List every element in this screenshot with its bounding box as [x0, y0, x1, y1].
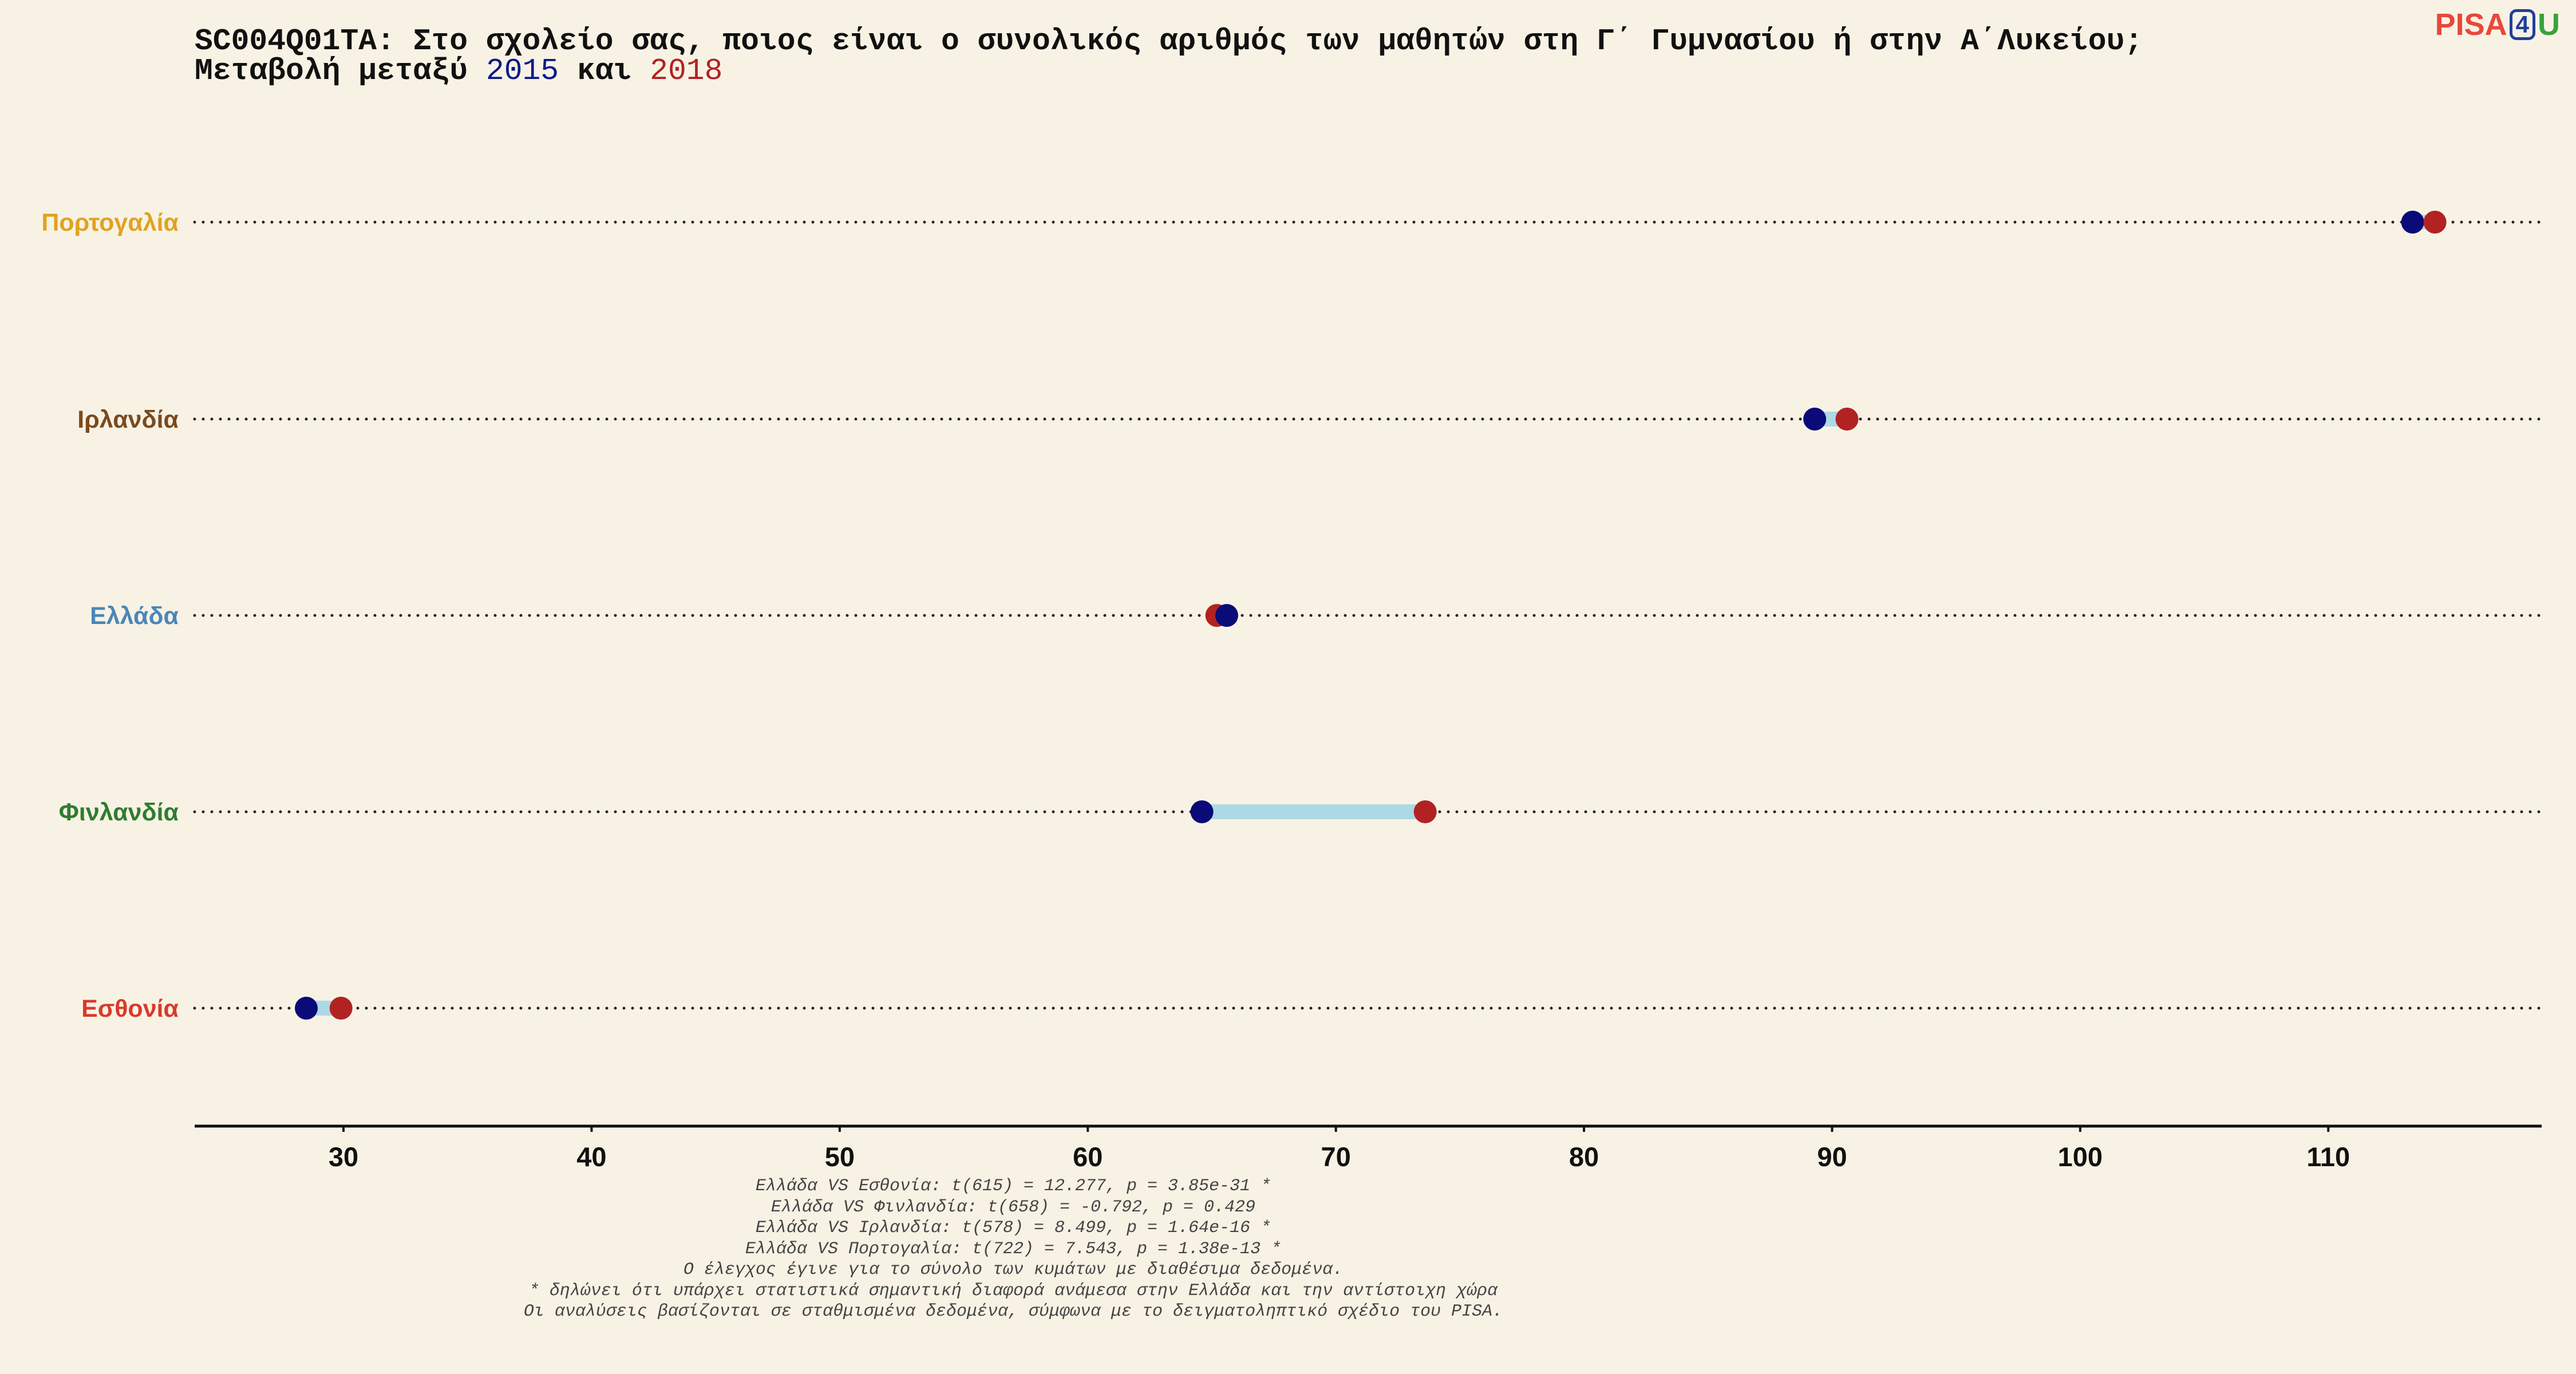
category-labels: Πορτογαλία Ιρλανδία Ελλάδα Φινλανδία Εσθονία — [41, 209, 179, 1022]
logo-part-pisa: PISA — [2435, 7, 2507, 42]
x-tick-label: 70 — [1321, 1142, 1351, 1172]
data-points — [295, 211, 2447, 1020]
pisa4u-logo: PISA 4 U — [2435, 7, 2560, 42]
chart-title: SC004Q01TA: Στο σχολείο σας, ποιος είναι… — [195, 26, 2143, 86]
logo-part-4: 4 — [2509, 9, 2535, 40]
title-line-2-prefix: Μεταβολή μεταξύ — [195, 54, 486, 88]
x-tick-label: 90 — [1817, 1142, 1847, 1172]
x-tick-label: 50 — [825, 1142, 855, 1172]
category-label: Πορτογαλία — [41, 209, 179, 236]
note-line: Ελλάδα VS Ιρλανδία: t(578) = 8.499, p = … — [755, 1218, 1271, 1238]
x-tick-label: 30 — [329, 1142, 358, 1172]
x-axis: 30 40 50 60 70 80 90 100 110 — [195, 1124, 2542, 1172]
category-label: Φινλανδία — [59, 799, 179, 826]
x-tick-label: 40 — [576, 1142, 606, 1172]
note-line: Ο έλεγχος έγινε για το σύνολο των κυμάτω… — [683, 1260, 1344, 1280]
category-label: Εσθονία — [81, 995, 179, 1022]
title-line-1: SC004Q01TA: Στο σχολείο σας, ποιος είναι… — [195, 24, 2143, 58]
point-2018 — [1835, 408, 1859, 431]
point-2015 — [295, 997, 318, 1020]
dumbbell-chart: Πορτογαλία Ιρλανδία Ελλάδα Φινλανδία Εσθονία… — [41, 209, 2543, 1172]
footnotes: Ελλάδα VS Εσθονία: t(615) = 12.277, p = … — [0, 1176, 2026, 1322]
x-tick-label: 100 — [2058, 1142, 2103, 1172]
category-label: Ελλάδα — [90, 602, 179, 630]
point-2018 — [329, 997, 353, 1020]
note-line: Ελλάδα VS Πορτογαλία: t(722) = 7.543, p … — [745, 1239, 1282, 1259]
point-2018 — [1413, 800, 1437, 823]
point-2018 — [2423, 211, 2447, 234]
note-line: Οι αναλύσεις βασίζονται σε σταθμισμένα δ… — [523, 1302, 1503, 1321]
note-line: * δηλώνει ότι υπάρχει στατιστικά σημαντι… — [528, 1281, 1498, 1301]
x-tick-label: 110 — [2306, 1142, 2350, 1172]
point-2015 — [1190, 800, 1214, 823]
title-year-2015: 2015 — [485, 54, 559, 88]
x-tick-label: 60 — [1073, 1142, 1103, 1172]
title-line-2-mid: και — [559, 54, 650, 88]
gridlines — [193, 220, 2543, 1010]
note-line: Ελλάδα VS Φινλανδία: t(658) = -0.792, p … — [771, 1197, 1256, 1217]
category-label: Ιρλανδία — [77, 406, 179, 433]
logo-part-u: U — [2538, 7, 2560, 42]
note-line: Ελλάδα VS Εσθονία: t(615) = 12.277, p = … — [755, 1176, 1271, 1196]
point-2015 — [1803, 408, 1827, 431]
point-2015 — [2401, 211, 2424, 234]
x-tick-label: 80 — [1569, 1142, 1599, 1172]
point-2015 — [1215, 604, 1238, 627]
title-year-2018: 2018 — [650, 54, 723, 88]
